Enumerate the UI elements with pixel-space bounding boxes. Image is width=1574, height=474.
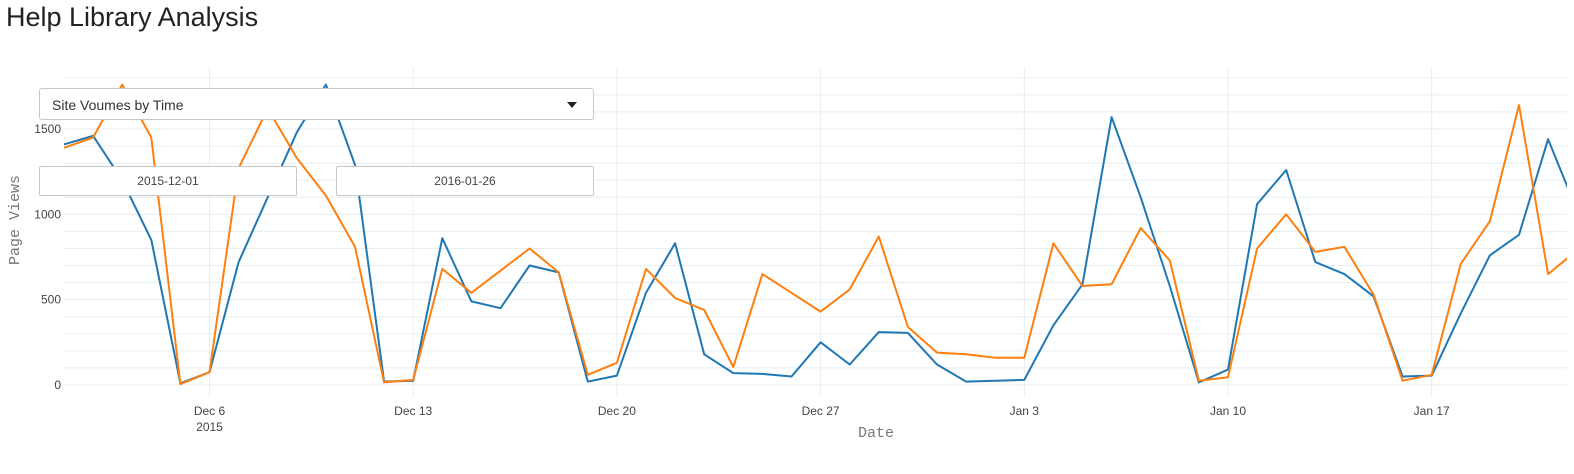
chevron-down-icon [567,102,577,108]
end-date-input[interactable] [336,166,594,196]
x-tick-label: Jan 10 [1210,404,1246,418]
x-tick-label: Jan 3 [1010,404,1040,418]
y-tick-label: 0 [54,378,61,392]
y-tick-label: 500 [41,293,61,307]
x-tick-label: Dec 20 [598,404,636,418]
y-gridlines [64,77,1567,386]
x-axis-title: Date [858,425,894,442]
series-line-2 [64,83,1567,386]
y-tick-labels: 0 500 1000 1500 [34,122,61,392]
series-lines [64,83,1567,386]
y-axis-title: Page Views [7,175,24,265]
x-tick-label: Dec 27 [802,404,840,418]
y-tick-label: 1500 [34,122,61,136]
view-select-value: Site Voumes by Time [52,97,184,113]
x-tick-label: Dec 6 [194,404,226,418]
x-tick-label: Jan 17 [1414,404,1450,418]
x-gridlines [209,68,1433,396]
x-tick-sublabel: 2015 [196,420,223,434]
view-select-dropdown[interactable]: Site Voumes by Time [39,88,594,120]
page-title: Help Library Analysis [6,2,259,32]
x-tick-label: Dec 13 [394,404,432,418]
y-tick-label: 1000 [34,207,61,221]
start-date-input[interactable] [39,166,297,196]
x-tick-labels: Dec 6 2015 Dec 13 Dec 20 Dec 27 Jan 3 Jan 10 Ja… [194,404,1450,434]
